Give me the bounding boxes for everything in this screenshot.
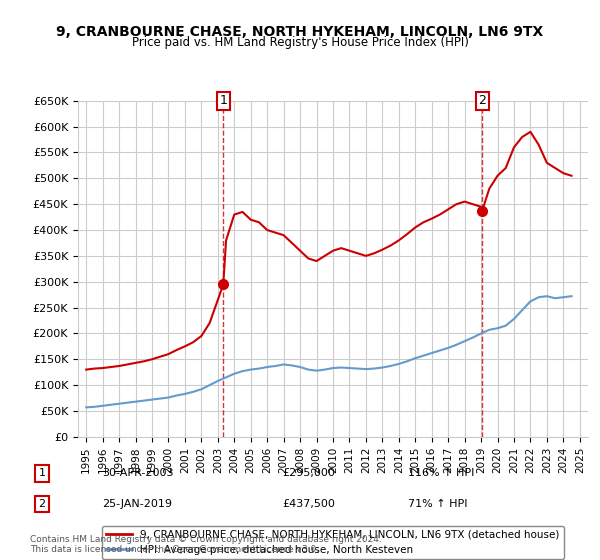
Text: 2: 2	[38, 499, 46, 509]
Text: 1: 1	[38, 468, 46, 478]
Text: Price paid vs. HM Land Registry's House Price Index (HPI): Price paid vs. HM Land Registry's House …	[131, 36, 469, 49]
Text: 71% ↑ HPI: 71% ↑ HPI	[408, 499, 467, 509]
Text: £437,500: £437,500	[282, 499, 335, 509]
Text: 1: 1	[220, 94, 227, 108]
Text: 30-APR-2003: 30-APR-2003	[102, 468, 173, 478]
Legend: 9, CRANBOURNE CHASE, NORTH HYKEHAM, LINCOLN, LN6 9TX (detached house), HPI: Aver: 9, CRANBOURNE CHASE, NORTH HYKEHAM, LINC…	[102, 526, 564, 559]
Text: 2: 2	[478, 94, 486, 108]
Text: 25-JAN-2019: 25-JAN-2019	[102, 499, 172, 509]
Text: 116% ↑ HPI: 116% ↑ HPI	[408, 468, 475, 478]
Text: Contains HM Land Registry data © Crown copyright and database right 2024.
This d: Contains HM Land Registry data © Crown c…	[30, 535, 382, 554]
Text: £295,000: £295,000	[282, 468, 335, 478]
Text: 9, CRANBOURNE CHASE, NORTH HYKEHAM, LINCOLN, LN6 9TX: 9, CRANBOURNE CHASE, NORTH HYKEHAM, LINC…	[56, 25, 544, 39]
